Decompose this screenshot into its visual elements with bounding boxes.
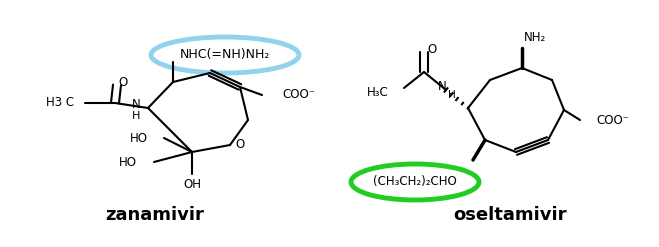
Text: NH₂: NH₂ (524, 32, 546, 44)
Text: N: N (438, 80, 446, 92)
Text: N: N (132, 98, 140, 110)
Text: H: H (132, 111, 140, 121)
Text: COO⁻: COO⁻ (596, 114, 629, 126)
Text: HO: HO (130, 131, 148, 144)
Text: O: O (235, 138, 244, 150)
Text: COO⁻: COO⁻ (282, 88, 315, 102)
Text: O: O (119, 77, 128, 89)
Text: NHC(=NH)NH₂: NHC(=NH)NH₂ (180, 48, 270, 62)
Text: H3 C: H3 C (46, 97, 74, 109)
Text: HO: HO (119, 156, 137, 168)
Text: H₃C: H₃C (367, 85, 389, 99)
Text: zanamivir: zanamivir (105, 206, 204, 224)
Text: OH: OH (183, 178, 201, 190)
Text: (CH₃CH₂)₂CHO: (CH₃CH₂)₂CHO (373, 176, 457, 188)
Text: oseltamivir: oseltamivir (453, 206, 567, 224)
Text: O: O (428, 43, 437, 57)
Text: H: H (448, 90, 456, 100)
